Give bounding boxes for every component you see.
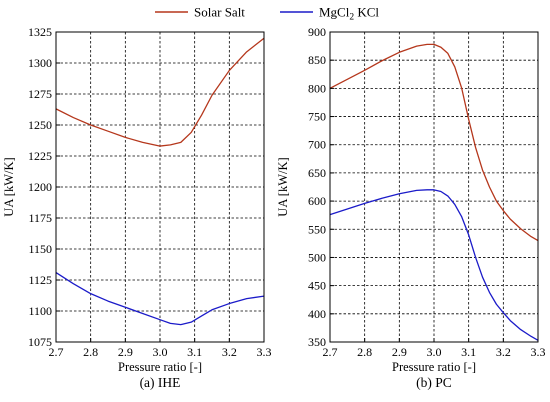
panel-ihe-ylabel: UA [kW/K] (2, 157, 16, 216)
panel-ihe-caption: (a) IHE (140, 375, 181, 390)
panel-pc-ytick-label-3: 500 (308, 250, 326, 264)
panel-ihe-xtick-label-3: 3.0 (153, 345, 168, 359)
panel-ihe-ytick-label-0: 1075 (28, 335, 52, 349)
panel-pc-ytick-label-2: 450 (308, 279, 326, 293)
panel-ihe-xtick-label-5: 3.2 (222, 345, 237, 359)
panel-ihe-ytick-label-1: 1100 (28, 304, 52, 318)
panel-pc-ytick-label-8: 750 (308, 110, 326, 124)
panel-pc-ylabel: UA [kW/K] (276, 157, 290, 216)
panel-pc: 2.7 2.8 2.9 3.0 3.1 3.2 3.3 350 400 450 500 550 600 6… (276, 25, 546, 390)
panel-ihe-ytick-label-2: 1125 (28, 273, 52, 287)
panel-ihe-ytick-label-5: 1200 (28, 180, 52, 194)
panel-pc-xlabel: Pressure ratio [-] (392, 360, 476, 374)
panel-pc-ytick-label-5: 600 (308, 194, 326, 208)
panel-ihe-ytick-label-7: 1250 (28, 118, 52, 132)
panel-ihe-ytick-label-10: 1325 (28, 25, 52, 39)
panel-ihe-xtick-label-6: 3.3 (257, 345, 272, 359)
panel-pc-series-mgcl2-kcl (329, 189, 539, 341)
panel-pc-ytick-label-1: 400 (308, 307, 326, 321)
panel-ihe-series-solar-salt (55, 37, 265, 147)
panel-pc-series-solar-salt (329, 43, 539, 242)
panel-ihe-ytick-label-6: 1225 (28, 149, 52, 163)
legend-label-solar-salt: Solar Salt (194, 5, 245, 20)
panel-ihe-xtick-label-1: 2.8 (83, 345, 98, 359)
legend-subscript: 2 (349, 13, 354, 23)
panel-ihe-series-mgcl2-kcl (55, 272, 265, 326)
panel-pc-xtick-label-5: 3.2 (496, 345, 511, 359)
panel-pc-ytick-label-7: 700 (308, 138, 326, 152)
panel-pc-ytick-label-10: 850 (308, 53, 326, 67)
panel-pc-ytick-label-9: 800 (308, 81, 326, 95)
panel-pc-ytick-label-4: 550 (308, 222, 326, 236)
panel-pc-ytick-label-0: 350 (308, 335, 326, 349)
panel-ihe: 2.7 2.8 2.9 3.0 3.1 3.2 3.3 1075 1100 1125 1150 117… (2, 25, 272, 390)
legend: Solar Salt MgCl2 KCl (155, 5, 379, 23)
panel-pc-xtick-label-3: 3.0 (427, 345, 442, 359)
panel-ihe-xlabel: Pressure ratio [-] (118, 360, 202, 374)
panel-ihe-ytick-label-3: 1150 (28, 242, 52, 256)
panel-ihe-xtick-label-2: 2.9 (118, 345, 133, 359)
panel-ihe-xtick-label-4: 3.1 (187, 345, 202, 359)
panel-pc-caption: (b) PC (416, 375, 452, 390)
panel-pc-ytick-label-6: 650 (308, 166, 326, 180)
panel-ihe-ytick-label-9: 1300 (28, 56, 52, 70)
panel-pc-xtick-label-6: 3.3 (531, 345, 546, 359)
legend-label-mgcl2-kcl: MgCl2 KCl (319, 5, 379, 23)
panel-pc-ytick-label-11: 900 (308, 25, 326, 39)
panel-ihe-xtick-label-0: 2.7 (49, 345, 64, 359)
panel-pc-xtick-label-4: 3.1 (461, 345, 476, 359)
panel-pc-xtick-label-1: 2.8 (357, 345, 372, 359)
panel-ihe-ytick-label-8: 1275 (28, 87, 52, 101)
panel-ihe-ytick-label-4: 1175 (28, 211, 52, 225)
panel-pc-xtick-label-2: 2.9 (392, 345, 407, 359)
panel-pc-xtick-label-0: 2.7 (323, 345, 338, 359)
legend-label-tail: KCl (354, 5, 379, 20)
